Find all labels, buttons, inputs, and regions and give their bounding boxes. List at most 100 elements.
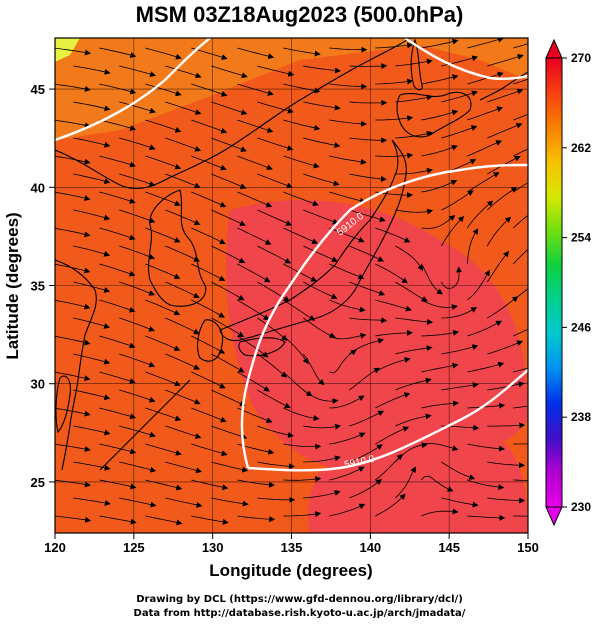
streamline <box>55 263 91 274</box>
streamline <box>487 497 526 504</box>
streamline <box>237 191 273 208</box>
streamline <box>513 248 528 265</box>
streamline <box>55 47 91 56</box>
streamline <box>211 281 245 301</box>
streamline <box>211 425 248 440</box>
streamline <box>73 209 111 221</box>
streamline <box>466 228 479 265</box>
streamline <box>145 371 181 387</box>
x-tick-label: 145 <box>438 540 460 555</box>
y-tick-label: 40 <box>31 180 45 195</box>
streamline <box>257 173 293 189</box>
streamline <box>237 119 274 133</box>
cool-region <box>55 38 528 140</box>
streamline <box>486 250 510 283</box>
x-axis: 120 125 130 135 140 145 150 <box>44 533 539 555</box>
streamline <box>119 245 156 260</box>
streamline <box>329 119 368 127</box>
footer-credit-drawing: Drawing by DCL (https://www.gfd-dennou.o… <box>136 594 463 605</box>
streamline <box>303 137 341 149</box>
streamline <box>349 173 387 182</box>
streamline <box>349 137 388 144</box>
streamline <box>55 335 91 346</box>
streamline <box>73 353 111 365</box>
streamline <box>283 47 321 57</box>
x-tick-label: 125 <box>123 540 145 555</box>
streamline <box>211 173 247 189</box>
streamline <box>257 65 295 77</box>
streamline <box>467 320 503 337</box>
streamline <box>237 299 270 321</box>
streamline <box>395 58 433 67</box>
streamline <box>513 43 528 49</box>
streamline <box>349 281 386 296</box>
streamline <box>165 245 201 262</box>
streamline <box>421 144 458 157</box>
streamline <box>421 179 458 193</box>
streamline <box>395 167 433 175</box>
contour-line-5910-north <box>404 38 528 81</box>
streamline <box>211 101 248 116</box>
streamline <box>55 371 91 382</box>
contour-line-5910 <box>55 38 211 142</box>
streamline <box>283 511 322 518</box>
streamline <box>99 155 136 168</box>
colorbar-top-arrow <box>545 38 563 59</box>
streamline <box>237 335 269 358</box>
streamline <box>73 281 111 293</box>
streamline <box>487 53 524 67</box>
streamline <box>191 335 226 354</box>
streamline <box>513 367 528 373</box>
contour-line-5880 <box>247 369 528 472</box>
streamline <box>349 99 388 106</box>
streamline <box>211 137 247 152</box>
coastline-korea <box>148 189 207 307</box>
streamline <box>487 88 524 103</box>
streamline <box>99 263 136 277</box>
streamline <box>329 46 368 53</box>
streamline <box>303 455 341 463</box>
streamline <box>395 94 433 103</box>
streamline <box>349 63 388 70</box>
streamline <box>467 269 490 301</box>
streamline <box>191 155 227 171</box>
streamline <box>283 407 320 422</box>
streamline <box>191 191 227 208</box>
streamline <box>99 479 137 490</box>
streamlines <box>55 38 528 526</box>
streamline <box>329 263 365 280</box>
streamline <box>375 392 411 409</box>
streamline <box>55 407 91 417</box>
streamline <box>191 299 225 318</box>
streamline <box>145 155 182 170</box>
streamline <box>55 191 91 202</box>
streamline <box>165 425 202 439</box>
streamline <box>375 42 414 49</box>
streamline <box>145 443 182 456</box>
streamline <box>145 515 183 526</box>
colorbar-tick-label: 270 <box>571 51 591 65</box>
streamline <box>237 155 273 171</box>
colorbar-tick-label: 230 <box>571 500 591 514</box>
streamline <box>99 119 137 131</box>
streamline <box>191 443 228 457</box>
streamline <box>349 317 388 324</box>
streamline <box>119 497 157 508</box>
streamline <box>191 83 228 97</box>
streamline <box>165 461 203 474</box>
streamline <box>487 461 526 469</box>
x-tick-label: 130 <box>202 540 224 555</box>
streamline <box>55 299 91 310</box>
chart-title: MSM 03Z18Aug2023 (500.0hPa) <box>135 2 464 27</box>
streamline <box>329 466 365 481</box>
streamline <box>257 101 294 114</box>
coastline-ryukyu <box>99 379 191 471</box>
streamline <box>441 382 479 391</box>
streamline <box>441 125 478 139</box>
streamline <box>257 496 296 503</box>
streamline <box>467 514 506 521</box>
streamline <box>467 443 505 452</box>
streamline <box>99 227 136 241</box>
streamline <box>73 425 111 436</box>
streamline <box>329 503 366 517</box>
